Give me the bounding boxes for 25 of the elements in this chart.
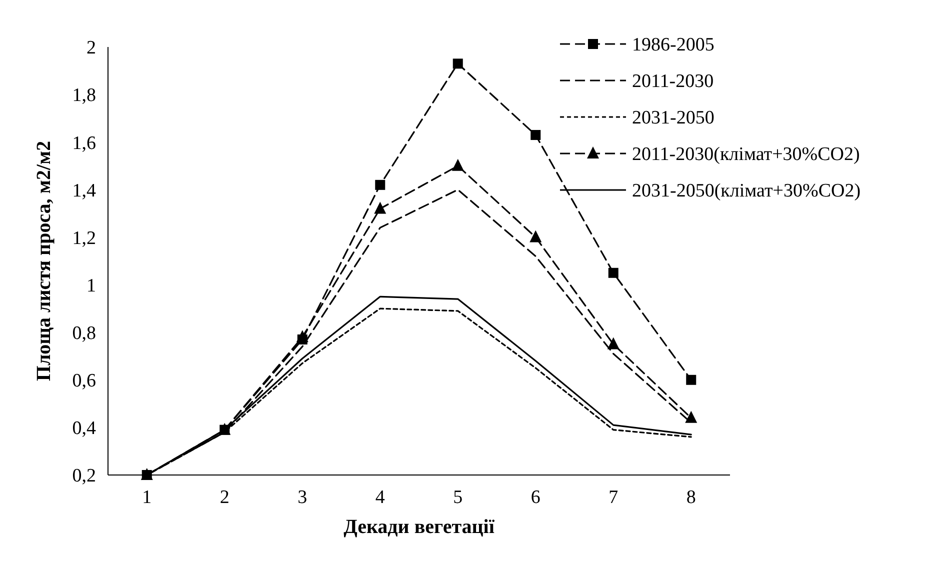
x-axis-title: Декади вегетації	[344, 516, 495, 538]
x-tick-label: 6	[530, 487, 540, 508]
y-tick-label: 0,8	[72, 322, 96, 344]
legend-label: 2011-2030	[632, 71, 714, 92]
y-tick-label: 0,2	[72, 466, 96, 487]
y-tick-label: 0,4	[72, 418, 96, 440]
y-tick-label: 1	[86, 275, 96, 296]
x-tick-label: 7	[608, 487, 618, 508]
x-tick-label: 4	[375, 487, 386, 508]
y-tick-label: 1,6	[72, 132, 96, 154]
y-tick-label: 1,4	[72, 180, 96, 202]
x-tick-label: 3	[298, 487, 308, 508]
legend-label: 1986-2005	[632, 34, 714, 56]
legend-label: 2011-2030(клімат+30%CO2)	[632, 144, 860, 166]
legend-label: 2031-2050	[632, 108, 714, 129]
y-tick-label: 1,2	[72, 228, 96, 249]
y-axis-title: Площа листя проса, м2/м2	[33, 140, 55, 382]
x-tick-label: 2	[220, 487, 230, 508]
y-tick-label: 2	[86, 38, 96, 59]
x-tick-label: 8	[686, 487, 696, 508]
legend-label: 2031-2050(клімат+30%CO2)	[632, 180, 861, 202]
x-tick-label: 1	[142, 487, 152, 508]
x-tick-label: 5	[453, 487, 463, 508]
y-tick-label: 1,8	[72, 85, 96, 106]
y-tick-label: 0,6	[72, 370, 96, 392]
